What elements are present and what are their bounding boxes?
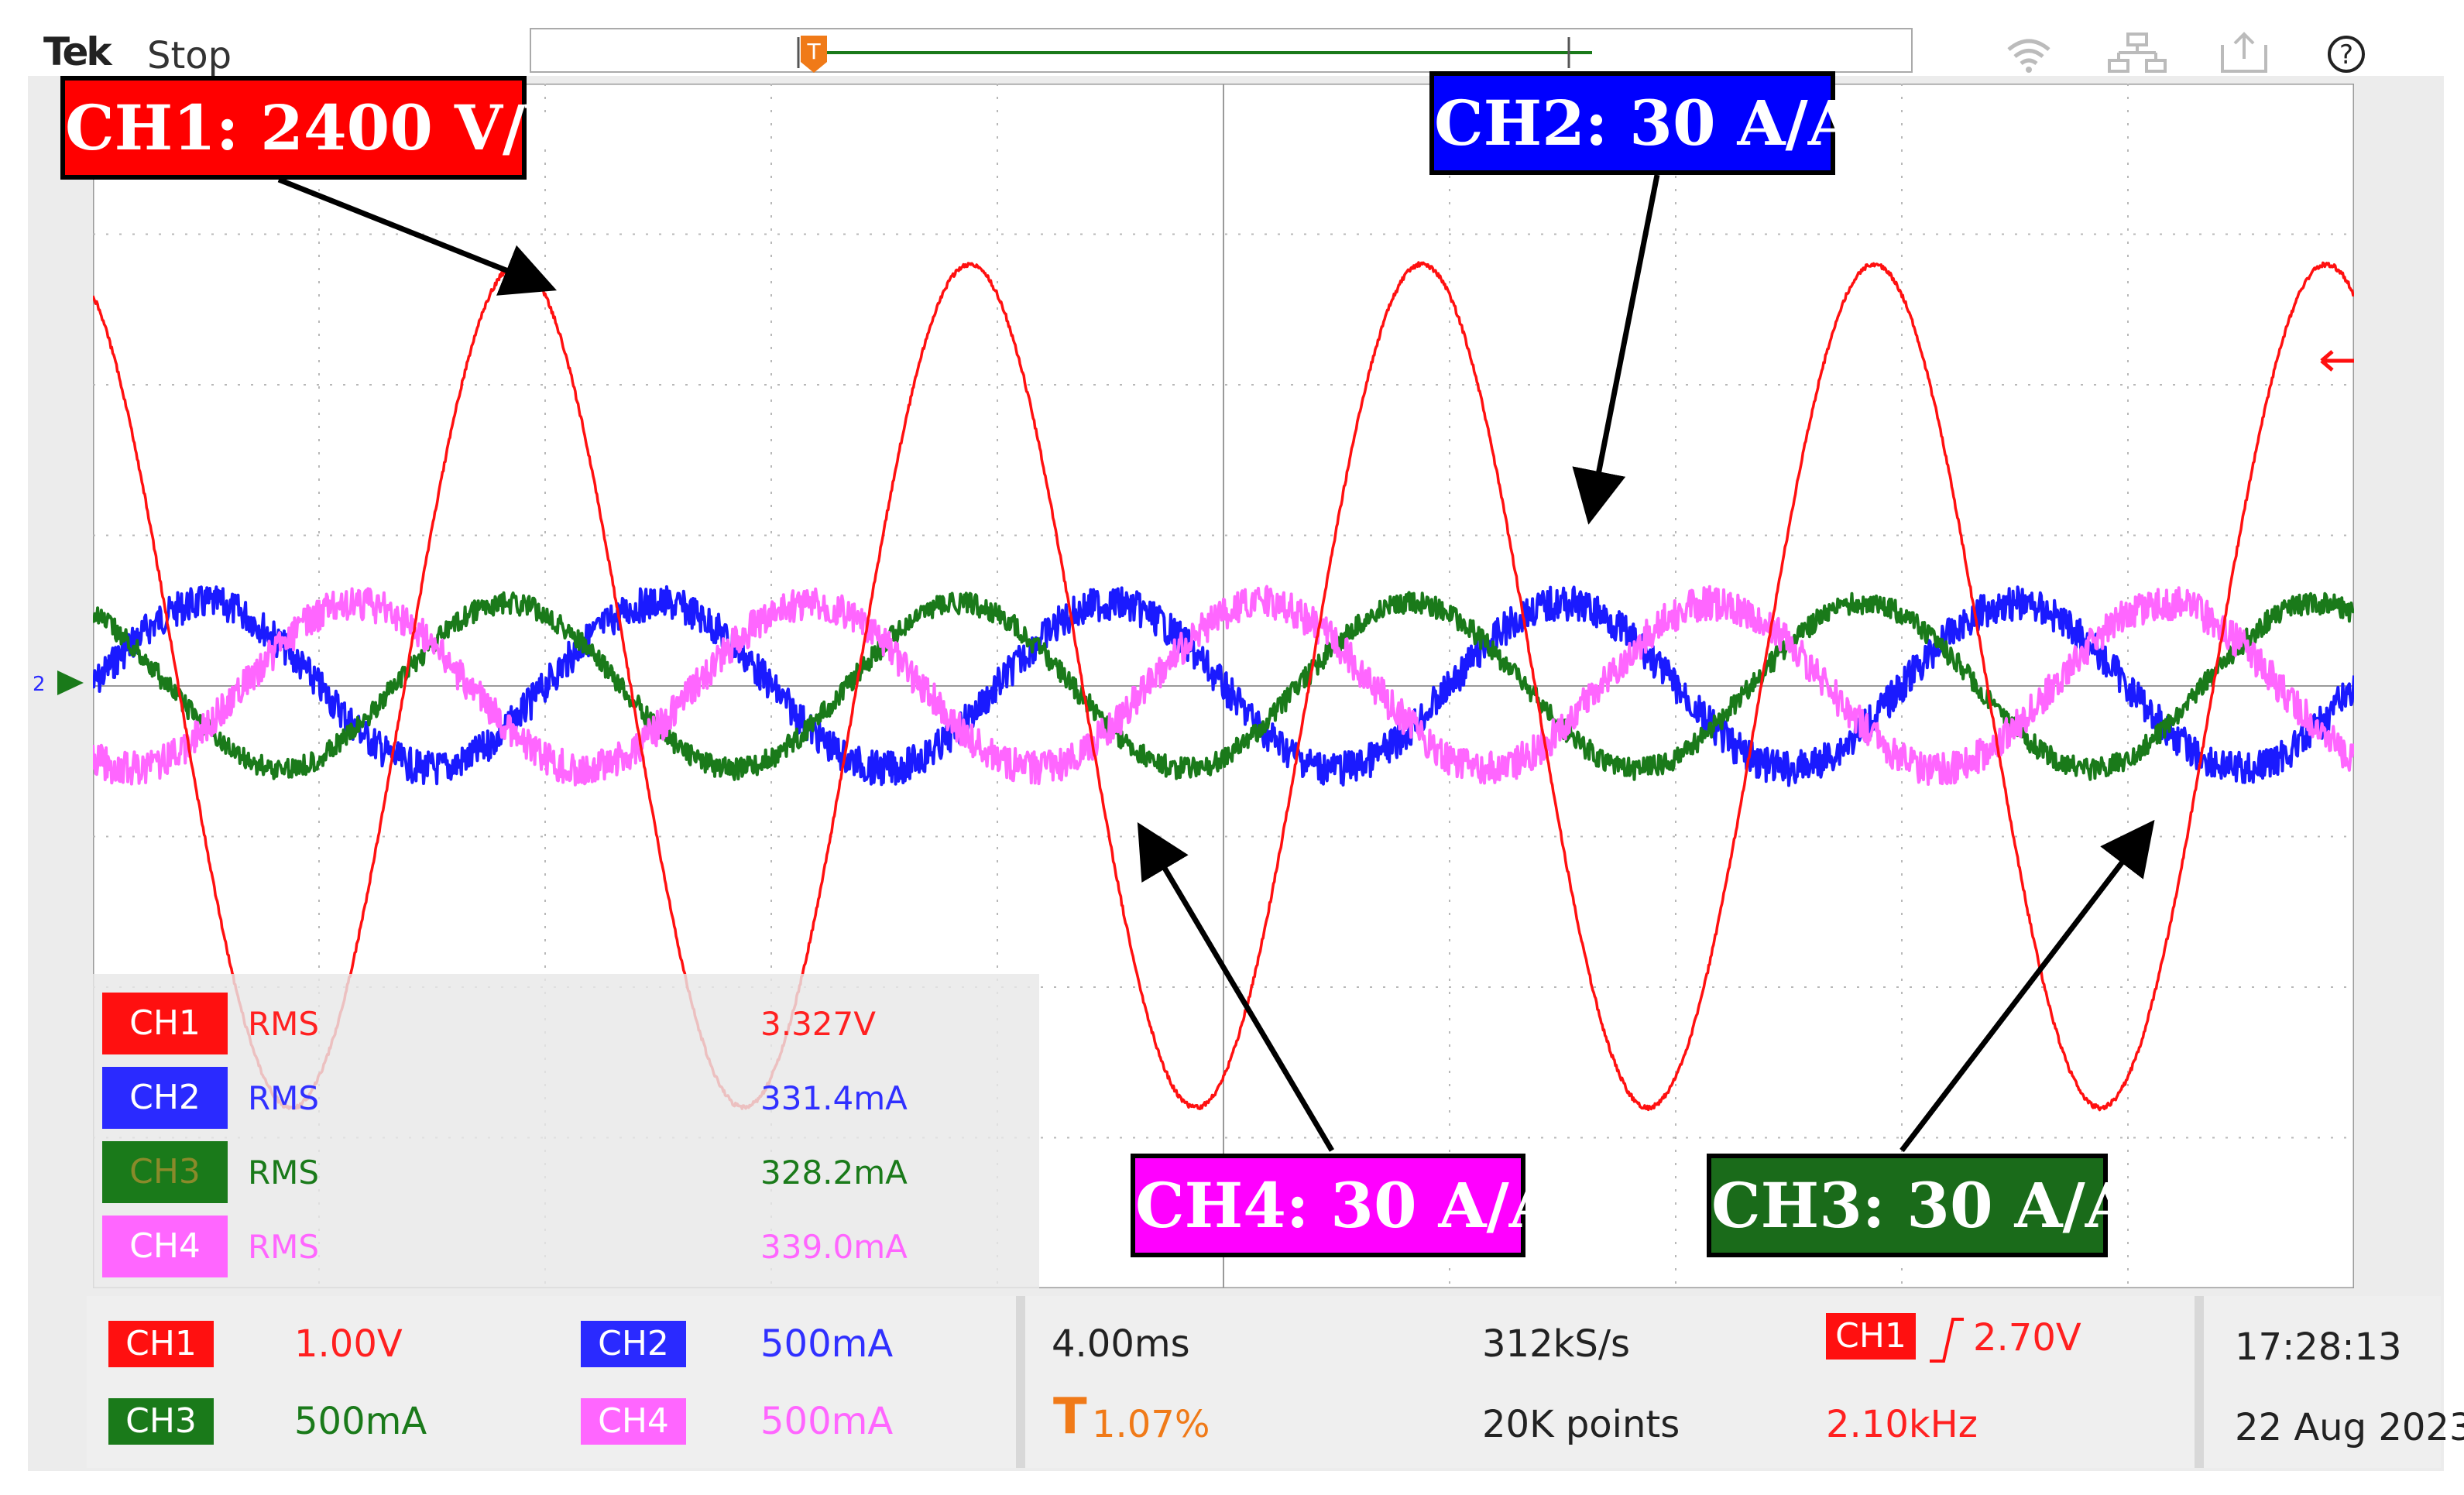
- ch1-badge[interactable]: CH1: [108, 1321, 214, 1367]
- ch3-scale: 500mA: [294, 1400, 427, 1443]
- run-stop-status[interactable]: Stop: [147, 34, 232, 77]
- bottom-status-bar: CH1 1.00V CH2 500mA CH3 500mA CH4 500mA …: [87, 1296, 2464, 1468]
- measurement-channel-chip: CH1: [102, 993, 228, 1054]
- ch2-scale: 500mA: [760, 1322, 894, 1366]
- channel-settings-panel[interactable]: CH1 1.00V CH2 500mA CH3 500mA CH4 500mA: [87, 1296, 1016, 1468]
- timebase: 4.00ms: [1052, 1322, 1190, 1366]
- measurement-type: RMS: [248, 1154, 320, 1192]
- trigger-position-icon: T: [1053, 1388, 1087, 1445]
- svg-text:T: T: [806, 39, 821, 64]
- record-length: 20K points: [1482, 1403, 1680, 1446]
- measurement-row-ch2[interactable]: CH2 RMS 331.4mA: [102, 1062, 1031, 1129]
- measurement-value: 339.0mA: [760, 1228, 908, 1266]
- callout-ch2: CH2: 30 A/A: [1429, 71, 1856, 175]
- callout-ch3: CH3: 30 A/A: [1707, 1154, 2133, 1257]
- help-icon[interactable]: ?: [2315, 31, 2377, 74]
- sample-rate: 312kS/s: [1482, 1322, 1631, 1366]
- measurement-value: 3.327V: [760, 1005, 876, 1043]
- measurement-type: RMS: [248, 1228, 320, 1266]
- network-icon[interactable]: [2106, 31, 2168, 74]
- ch4-scale: 500mA: [760, 1400, 894, 1443]
- measurement-value: 328.2mA: [760, 1154, 908, 1192]
- measurement-type: RMS: [248, 1079, 320, 1117]
- measurement-row-ch1[interactable]: CH1 RMS 3.327V: [102, 988, 1031, 1054]
- measurement-row-ch4[interactable]: CH4 RMS 339.0mA: [102, 1211, 1031, 1277]
- brand-logo: Tek: [43, 29, 112, 74]
- waveform-ch4: [91, 585, 2356, 787]
- ch4-badge[interactable]: CH4: [581, 1398, 686, 1445]
- measurement-channel-chip: CH2: [102, 1067, 228, 1129]
- svg-text:2: 2: [33, 673, 46, 696]
- record-view-bar[interactable]: T: [530, 28, 1913, 73]
- clock-time: 17:28:13: [2235, 1325, 2402, 1369]
- waveform-ch3: [91, 591, 2356, 781]
- record-window-brackets: [797, 37, 1570, 68]
- datetime-panel[interactable]: 17:28:13 22 Aug 2023: [2204, 1296, 2464, 1468]
- trigger-source-badge[interactable]: CH1: [1826, 1313, 1916, 1360]
- waveform-ch2: [91, 585, 2356, 787]
- ch3-badge[interactable]: CH3: [108, 1398, 214, 1445]
- trigger-level: 2.70V: [1973, 1316, 2081, 1360]
- ch2-badge[interactable]: CH2: [581, 1321, 686, 1367]
- trigger-frequency: 2.10kHz: [1826, 1403, 1978, 1446]
- measurement-channel-chip: CH4: [102, 1216, 228, 1277]
- trigger-marker-icon[interactable]: T: [801, 36, 827, 73]
- svg-text:?: ?: [2339, 39, 2353, 70]
- wifi-icon[interactable]: [1998, 31, 2060, 74]
- rising-edge-icon: [1930, 1318, 1964, 1363]
- trigger-level-marker-icon[interactable]: [2314, 345, 2360, 376]
- record-view-graphic: T: [797, 36, 1592, 73]
- trigger-position: 1.07%: [1092, 1403, 1210, 1446]
- ch1-scale: 1.00V: [294, 1322, 403, 1366]
- measurement-row-ch3[interactable]: CH3 RMS 328.2mA: [102, 1137, 1031, 1203]
- callout-ch1: CH1: 2400 V/V: [60, 76, 573, 180]
- ground-marker-icon[interactable]: 2: [28, 660, 93, 706]
- clock-date: 22 Aug 2023: [2235, 1406, 2464, 1449]
- horizontal-trigger-panel[interactable]: 4.00ms T 1.07% 312kS/s 20K points CH1 2.…: [1025, 1296, 2195, 1468]
- callout-ch4: CH4: 30 A/A: [1131, 1154, 1557, 1257]
- measurement-channel-chip: CH3: [102, 1141, 228, 1203]
- measurement-type: RMS: [248, 1005, 320, 1043]
- measurement-value: 331.4mA: [760, 1079, 908, 1117]
- export-icon[interactable]: [2215, 31, 2277, 74]
- measurement-badges[interactable]: CH1 RMS 3.327V CH2 RMS 331.4mA CH3 RMS 3…: [93, 974, 1039, 1288]
